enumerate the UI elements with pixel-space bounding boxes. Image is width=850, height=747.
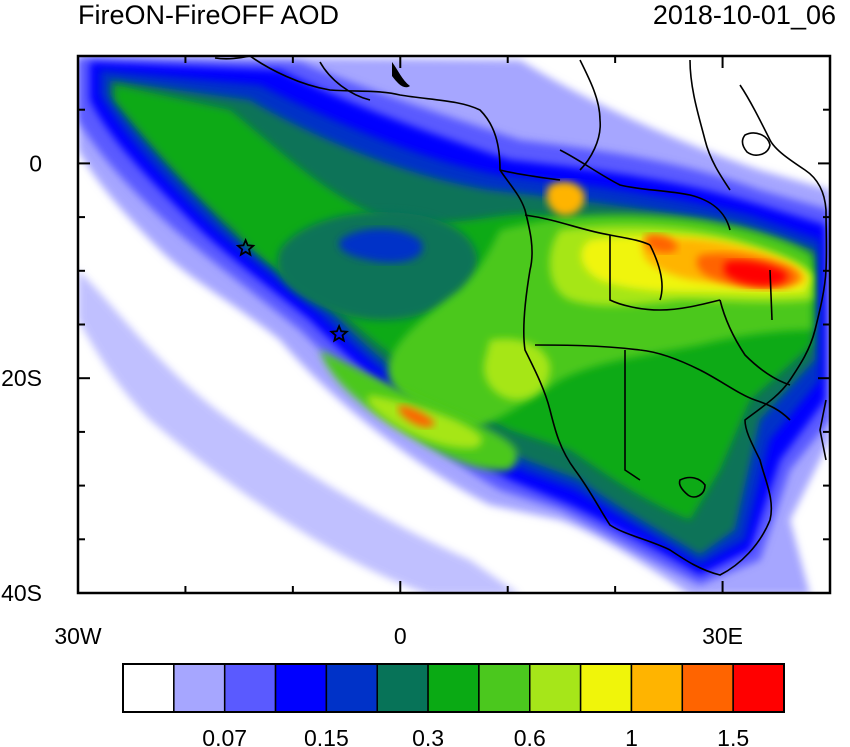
map-axes: 30W 0 30E 0 20S 40S — [1, 55, 831, 649]
colorbar-label: 0.07 — [202, 725, 247, 747]
colorbar-frame — [122, 663, 785, 713]
aod-hotspot-west — [645, 234, 678, 254]
coastlines — [214, 56, 828, 576]
aod-hotspot-ocean — [398, 405, 435, 428]
colorbar: 0.07 0.15 0.3 0.6 1 1.5 — [122, 663, 785, 747]
lake-volta-fill — [392, 62, 410, 88]
border-10 — [579, 59, 601, 171]
lon-tick-label: 0 — [394, 623, 407, 649]
map-datetime: 2018-10-01_06 — [652, 0, 836, 30]
station-markers — [235, 237, 349, 343]
colorbar-box — [173, 663, 226, 713]
aod-contour-2 — [724, 260, 788, 286]
border-8 — [649, 244, 663, 301]
colorbar-box — [274, 663, 328, 713]
colorbar-box — [122, 663, 175, 713]
border-6 — [559, 149, 731, 231]
border-4 — [624, 350, 641, 481]
colorbar-box — [732, 663, 785, 713]
colorbar-box — [223, 663, 277, 713]
lat-tick-label: 0 — [29, 150, 42, 176]
aod-swirl-blue — [339, 228, 423, 263]
colorbar-box — [427, 663, 480, 713]
colorbar-label: 1 — [625, 725, 638, 747]
colorbar-box — [681, 663, 734, 713]
aod-contour-1.2-b — [546, 181, 585, 216]
colorbar-label: 1.5 — [717, 725, 749, 747]
aod-field — [78, 56, 830, 593]
colorbar-box — [529, 663, 582, 713]
border-3 — [609, 235, 721, 311]
aod-contour-0.8-b — [484, 338, 551, 400]
border-1 — [524, 214, 651, 246]
border-12 — [319, 61, 371, 101]
lake-malawi — [769, 269, 773, 321]
colorbar-label: 0.6 — [514, 725, 546, 747]
map-title: FireON-FireOFF AOD — [78, 0, 339, 30]
star-marker-2 — [329, 323, 349, 343]
colorbar-box — [325, 663, 378, 713]
border-5 — [699, 369, 791, 421]
colorbar-box — [579, 663, 633, 713]
lake-victoria — [741, 132, 771, 156]
lat-tick-label: 20S — [1, 365, 42, 391]
border-11 — [689, 59, 731, 191]
lat-tick-label: 40S — [1, 580, 42, 606]
aod-swirl-teal — [277, 211, 478, 321]
colorbar-label: 0.15 — [304, 725, 349, 747]
border-2 — [534, 344, 701, 371]
colorbar-box — [630, 663, 684, 713]
lon-tick-label: 30E — [702, 623, 743, 649]
colorbar-box — [478, 663, 531, 713]
madagascar-coast — [819, 399, 827, 461]
africa-coastline — [249, 56, 828, 576]
border-13 — [678, 476, 706, 498]
aod-contour-0.07-south — [78, 270, 518, 593]
colorbar-label: 0.3 — [412, 725, 444, 747]
colorbar-box — [376, 663, 429, 713]
star-marker-1 — [235, 237, 256, 257]
border-7 — [499, 169, 561, 181]
border-9 — [719, 299, 791, 386]
lon-tick-label: 30W — [54, 623, 102, 649]
